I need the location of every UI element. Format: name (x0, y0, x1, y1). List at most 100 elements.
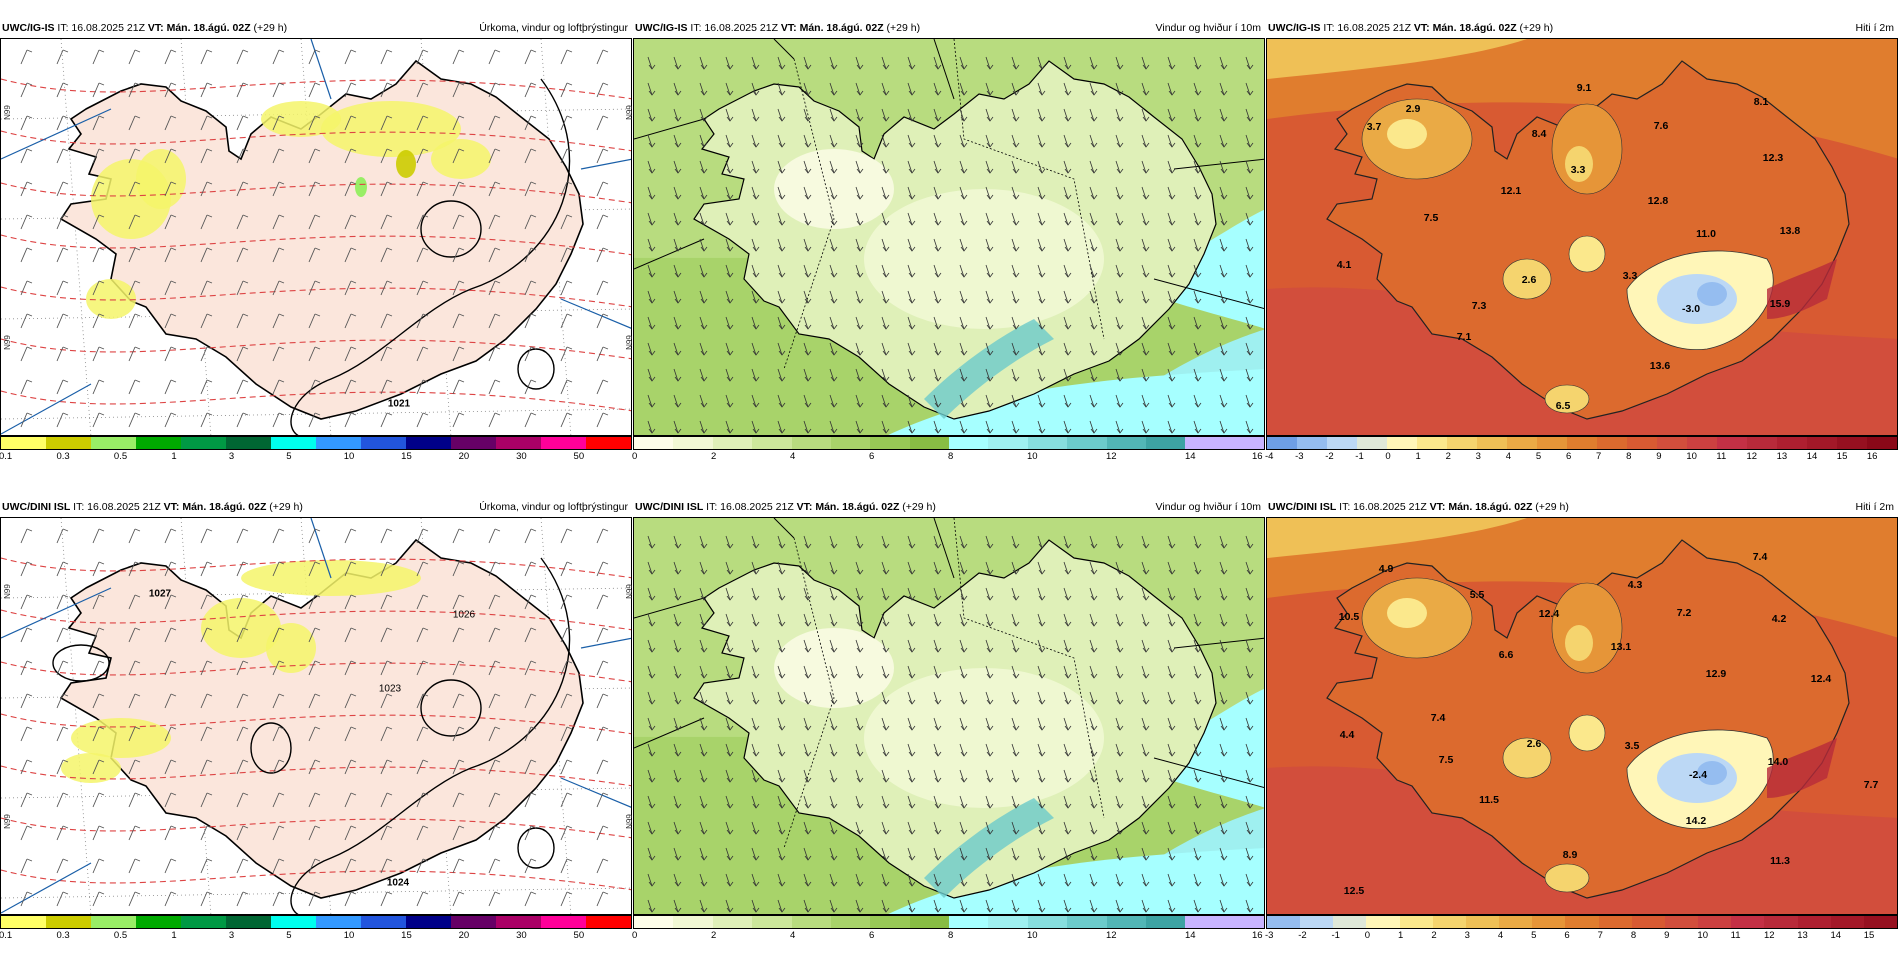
wind-arrow (1011, 717, 1017, 731)
wind-arrow (777, 717, 783, 731)
wind-barb (56, 181, 64, 197)
wind-arrow (699, 873, 705, 887)
colorbar-swatch (1687, 437, 1717, 449)
colorbar-swatch (1507, 437, 1537, 449)
wind-arrow (1011, 108, 1017, 122)
colorbar-swatch (586, 437, 631, 449)
wind-barb (380, 561, 388, 577)
wind-barb (56, 412, 64, 428)
wind-arrow (1115, 212, 1121, 226)
wind-arrow (1219, 134, 1225, 148)
wind-arrow (673, 264, 679, 278)
wind-arrow (1011, 368, 1017, 382)
wind-arrow (751, 717, 757, 731)
wind-barb (308, 561, 316, 577)
temp-panel-bottom: UWC/DINI ISL IT: 16.08.2025 21Z VT: Mán.… (1265, 497, 1898, 957)
wind-barb (200, 214, 208, 230)
wind-barb (236, 561, 244, 577)
map-area[interactable] (1266, 517, 1898, 915)
wind-barb (308, 313, 316, 329)
wind-arrow (985, 160, 991, 174)
wind-arrow (803, 899, 809, 913)
wind-arrow (1193, 108, 1199, 122)
wind-barb (452, 379, 460, 395)
wind-arrow (1063, 264, 1069, 278)
wind-barb (452, 148, 460, 164)
wind-arrow (881, 186, 887, 200)
wind-arrow (1063, 134, 1069, 148)
wind-arrow (1141, 899, 1147, 913)
wind-arrow (933, 394, 939, 408)
temperature-value: 2.6 (1526, 738, 1542, 750)
wind-barb (236, 594, 244, 610)
colorbar-tick-label: 10 (343, 451, 355, 462)
map-area[interactable] (633, 38, 1265, 436)
wind-barb (416, 49, 424, 65)
wind-barb (164, 49, 172, 65)
wind-arrow (907, 186, 913, 200)
wind-arrow (1011, 342, 1017, 356)
wind-arrow (881, 899, 887, 913)
wind-barb (20, 49, 28, 65)
wind-barb (560, 214, 568, 230)
wind-barb (524, 891, 532, 907)
wind-arrow (933, 561, 939, 575)
wind-arrow (1219, 212, 1225, 226)
wind-barb (560, 759, 568, 775)
wind-arrow (647, 717, 653, 731)
wind-arrow (1167, 186, 1173, 200)
wind-arrow (829, 186, 835, 200)
valid-time: VT: Mán. 18.ágú. 02Z (796, 501, 900, 513)
wind-barb (236, 412, 244, 428)
wind-arrow (1037, 613, 1043, 627)
wind-arrow (959, 82, 965, 96)
wind-barb (164, 594, 172, 610)
wind-barb (308, 627, 316, 643)
wind-barb (92, 561, 100, 577)
wind-barb (20, 148, 28, 164)
temperature-value: 11.5 (1479, 794, 1499, 806)
wind-arrow (1037, 134, 1043, 148)
wind-arrow (1193, 290, 1199, 304)
wind-arrow (1167, 342, 1173, 356)
wind-arrow (1245, 368, 1251, 382)
wind-arrow (647, 186, 653, 200)
wind-arrow (803, 290, 809, 304)
wind-arrow (1063, 212, 1069, 226)
wind-arrow (985, 743, 991, 757)
wind-arrow (959, 847, 965, 861)
colorbar-swatch (1067, 916, 1107, 928)
colorbar-swatch (1717, 437, 1747, 449)
map-area[interactable] (1266, 38, 1898, 436)
colorbar-tick-label: 3 (228, 451, 235, 462)
wind-arrow (725, 613, 731, 627)
wind-arrow (777, 56, 783, 70)
wind-barb (272, 214, 280, 230)
wind-barb (308, 214, 316, 230)
temperature-value: 12.4 (1538, 608, 1560, 620)
wind-barb (164, 115, 172, 131)
wind-arrow (855, 899, 861, 913)
colorbar-tick-label: 12 (1106, 930, 1117, 941)
wind-arrow (1063, 587, 1069, 601)
wind-arrow (777, 264, 783, 278)
wind-arrow (1141, 290, 1147, 304)
colorbar-tick-label: 10 (1697, 930, 1708, 941)
wind-barb (452, 313, 460, 329)
colorbar-tick-label: 8 (948, 451, 954, 462)
wind-barb (236, 693, 244, 709)
wind-barb (92, 792, 100, 808)
wind-barb (92, 313, 100, 329)
wind-arrow (829, 316, 835, 330)
wind-barb (128, 412, 136, 428)
wind-arrow (725, 368, 731, 382)
map-area[interactable] (633, 517, 1265, 915)
panel-title: Hiti í 2m (1855, 501, 1894, 513)
temperature-value: 13.1 (1610, 641, 1632, 653)
wind-arrow (1115, 264, 1121, 278)
wind-barb (272, 594, 280, 610)
map-area[interactable] (0, 38, 632, 436)
colorbar-tick-label: 4 (1497, 930, 1504, 941)
map-area[interactable] (0, 517, 632, 915)
wind-arrow (855, 613, 861, 627)
